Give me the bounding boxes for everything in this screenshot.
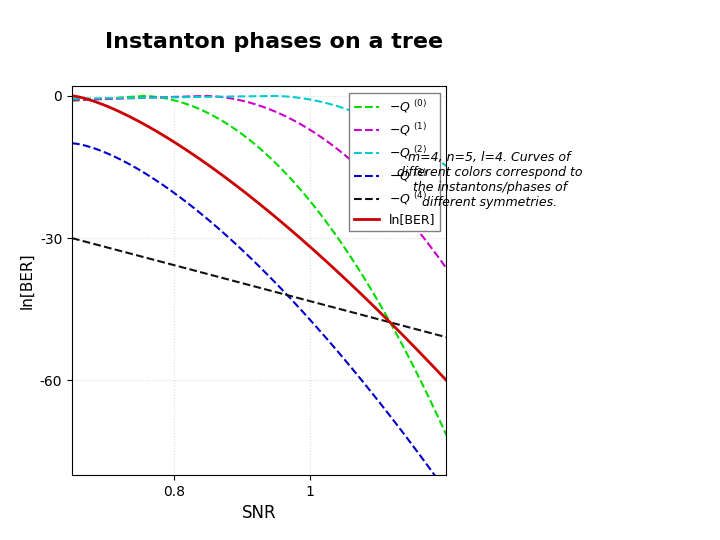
$-Q^{(4)}$	[278, 291, 287, 297]
$-Q^{(2)}$	[456, 174, 464, 180]
Line: $-Q^{(4)}$: $-Q^{(4)}$	[72, 238, 460, 341]
$-Q^{(1)}$	[279, 112, 287, 118]
ln[BER]	[299, 237, 307, 244]
$-Q^{(1)}$	[456, 285, 464, 291]
$-Q^{(4)}$	[299, 296, 307, 302]
$-Q^{(1)}$	[201, 93, 210, 99]
X-axis label: SNR: SNR	[242, 504, 276, 523]
Legend: $-Q\ ^{(0)}$, $-Q\ ^{(1)}$, $-Q\ ^{(2)}$, $-Q\ ^{(3)}$, $-Q\ ^{(4)}$, ln[BER]: $-Q\ ^{(0)}$, $-Q\ ^{(1)}$, $-Q\ ^{(2)}$…	[348, 93, 440, 232]
Text: Instanton phases on a tree: Instanton phases on a tree	[104, 32, 443, 52]
$-Q^{(1)}$	[387, 195, 395, 202]
$-Q^{(1)}$	[255, 103, 264, 109]
$-Q^{(4)}$	[252, 284, 261, 290]
$-Q^{(2)}$	[279, 93, 287, 99]
$-Q^{(2)}$	[447, 167, 456, 173]
$-Q^{(4)}$	[254, 284, 263, 291]
$-Q^{(4)}$	[456, 338, 464, 344]
$-Q^{(4)}$	[446, 335, 455, 342]
$-Q^{(3)}$	[270, 278, 279, 285]
Line: ln[BER]: ln[BER]	[72, 96, 460, 395]
$-Q^{(4)}$	[386, 319, 395, 326]
Text: m=4, n=5, l=4. Curves of
different colors correspond to
the instantons/phases of: m=4, n=5, l=4. Curves of different color…	[397, 151, 582, 209]
Line: $-Q^{(1)}$: $-Q^{(1)}$	[72, 96, 460, 288]
$-Q^{(2)}$	[252, 93, 261, 99]
$-Q^{(0)}$	[253, 143, 261, 149]
$-Q^{(2)}$	[269, 93, 277, 99]
ln[BER]	[254, 200, 263, 206]
$-Q^{(0)}$	[300, 190, 308, 197]
$-Q^{(2)}$	[300, 95, 308, 102]
ln[BER]	[278, 219, 287, 226]
$-Q^{(3)}$	[447, 495, 456, 502]
$-Q^{(0)}$	[255, 145, 264, 151]
$-Q^{(0)}$	[68, 98, 76, 104]
$-Q^{(3)}$	[68, 140, 76, 146]
$-Q^{(0)}$	[447, 443, 456, 449]
$-Q^{(0)}$	[456, 462, 464, 469]
$-Q^{(2)}$	[387, 126, 395, 132]
$-Q^{(2)}$	[254, 93, 263, 99]
Line: $-Q^{(0)}$: $-Q^{(0)}$	[72, 96, 460, 465]
ln[BER]	[446, 382, 455, 388]
ln[BER]	[456, 392, 464, 398]
ln[BER]	[252, 198, 261, 205]
Line: $-Q^{(3)}$: $-Q^{(3)}$	[72, 143, 451, 498]
$-Q^{(1)}$	[253, 102, 261, 108]
$-Q^{(3)}$	[441, 488, 450, 494]
ln[BER]	[68, 93, 76, 99]
Line: $-Q^{(2)}$: $-Q^{(2)}$	[72, 96, 460, 177]
$-Q^{(0)}$	[139, 93, 148, 99]
$-Q^{(1)}$	[447, 272, 456, 279]
$-Q^{(4)}$	[68, 235, 76, 241]
$-Q^{(3)}$	[240, 249, 249, 255]
$-Q^{(0)}$	[387, 320, 395, 327]
Y-axis label: ln[BER]: ln[BER]	[19, 253, 35, 309]
ln[BER]	[386, 319, 395, 326]
$-Q^{(0)}$	[279, 167, 287, 173]
$-Q^{(3)}$	[436, 479, 444, 485]
$-Q^{(1)}$	[300, 123, 308, 129]
$-Q^{(2)}$	[68, 96, 76, 102]
$-Q^{(3)}$	[313, 325, 322, 332]
$-Q^{(1)}$	[68, 97, 76, 103]
$-Q^{(3)}$	[139, 169, 148, 176]
